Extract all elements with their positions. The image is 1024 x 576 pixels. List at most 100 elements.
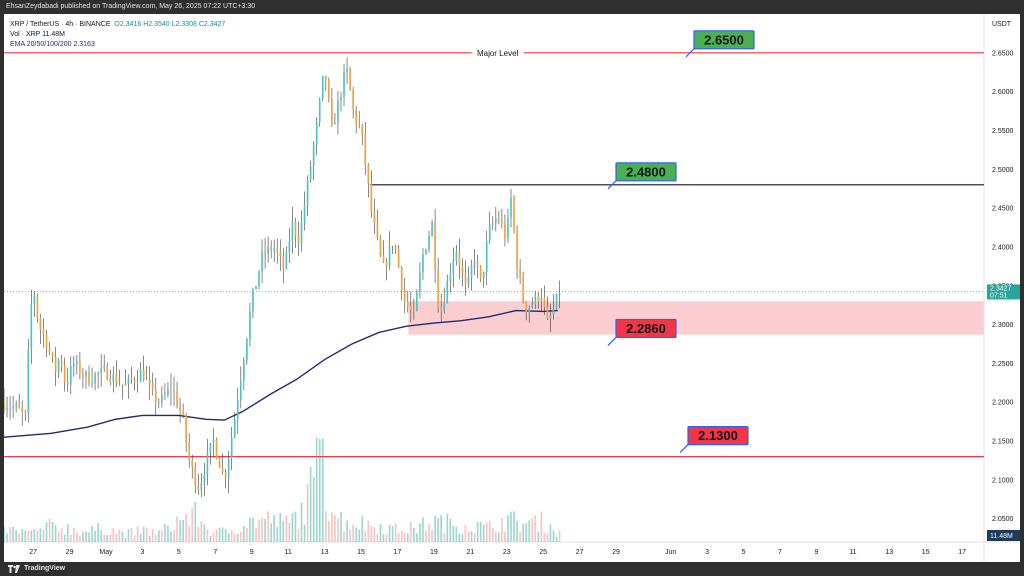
candle[interactable] bbox=[267, 246, 269, 254]
candle[interactable] bbox=[57, 360, 60, 372]
candle[interactable] bbox=[76, 361, 78, 364]
ema-200-line[interactable] bbox=[4, 309, 558, 438]
candle[interactable] bbox=[406, 301, 409, 307]
candle[interactable] bbox=[400, 267, 403, 291]
candle[interactable] bbox=[188, 441, 191, 461]
candle[interactable] bbox=[449, 274, 452, 282]
candle[interactable] bbox=[425, 249, 427, 255]
candle[interactable] bbox=[306, 179, 309, 206]
candle[interactable] bbox=[279, 252, 282, 256]
candle[interactable] bbox=[212, 439, 215, 444]
candle[interactable] bbox=[21, 407, 24, 412]
candle[interactable] bbox=[440, 307, 443, 311]
candle[interactable] bbox=[546, 307, 549, 319]
candle[interactable] bbox=[516, 230, 518, 270]
candle[interactable] bbox=[361, 124, 364, 135]
candle[interactable] bbox=[437, 269, 439, 308]
candle[interactable] bbox=[461, 265, 464, 273]
candle[interactable] bbox=[419, 272, 421, 292]
candle[interactable] bbox=[30, 304, 33, 350]
candle[interactable] bbox=[130, 377, 133, 380]
candle[interactable] bbox=[312, 144, 315, 167]
candle[interactable] bbox=[443, 302, 446, 311]
candle[interactable] bbox=[391, 246, 394, 247]
support-zone[interactable] bbox=[408, 301, 985, 335]
candle[interactable] bbox=[282, 255, 285, 269]
candle[interactable] bbox=[540, 297, 543, 303]
candle[interactable] bbox=[494, 218, 497, 224]
candle[interactable] bbox=[482, 271, 485, 279]
candle[interactable] bbox=[467, 277, 470, 284]
candle[interactable] bbox=[288, 241, 291, 252]
candle[interactable] bbox=[239, 380, 242, 401]
candle[interactable] bbox=[112, 374, 115, 382]
candle[interactable] bbox=[531, 304, 534, 308]
candle[interactable] bbox=[246, 339, 248, 361]
candle[interactable] bbox=[63, 365, 66, 383]
legend-symbol[interactable]: XRP / TetherUS · 4h · BINANCE O2.3416 H2… bbox=[10, 21, 226, 28]
candle[interactable] bbox=[115, 374, 118, 384]
candle[interactable] bbox=[452, 260, 455, 275]
candle[interactable] bbox=[127, 377, 130, 384]
candle[interactable] bbox=[197, 484, 200, 491]
candle[interactable] bbox=[85, 371, 87, 377]
candle[interactable] bbox=[173, 390, 175, 392]
candle[interactable] bbox=[161, 395, 163, 403]
candle[interactable] bbox=[243, 360, 245, 381]
candle[interactable] bbox=[543, 297, 546, 308]
candle[interactable] bbox=[185, 415, 187, 442]
candle[interactable] bbox=[139, 369, 142, 382]
candle[interactable] bbox=[48, 348, 51, 353]
candle[interactable] bbox=[552, 309, 555, 316]
candle[interactable] bbox=[54, 357, 57, 372]
candle[interactable] bbox=[485, 240, 488, 272]
candle[interactable] bbox=[488, 224, 491, 241]
candle[interactable] bbox=[191, 460, 194, 467]
candle[interactable] bbox=[36, 296, 39, 319]
candle[interactable] bbox=[18, 404, 21, 408]
currency-label[interactable]: USDT bbox=[992, 21, 1012, 28]
candle[interactable] bbox=[431, 221, 433, 237]
candle[interactable] bbox=[276, 248, 279, 253]
candle[interactable] bbox=[109, 379, 112, 382]
candle[interactable] bbox=[255, 285, 257, 290]
candle[interactable] bbox=[337, 100, 339, 123]
candle[interactable] bbox=[69, 366, 72, 385]
candle[interactable] bbox=[60, 360, 63, 366]
candle[interactable] bbox=[507, 217, 509, 238]
level-callout[interactable] bbox=[693, 30, 755, 50]
candle[interactable] bbox=[106, 366, 109, 380]
level-callout[interactable] bbox=[615, 162, 677, 182]
candle[interactable] bbox=[297, 235, 300, 244]
candle[interactable] bbox=[321, 76, 324, 100]
candle[interactable] bbox=[413, 310, 415, 311]
candle[interactable] bbox=[194, 466, 197, 485]
tradingview-brand[interactable]: TradingView bbox=[24, 565, 66, 572]
candle[interactable] bbox=[170, 388, 172, 391]
candle[interactable] bbox=[470, 264, 473, 278]
candle[interactable] bbox=[315, 122, 318, 145]
candle[interactable] bbox=[176, 391, 178, 407]
candle[interactable] bbox=[42, 329, 45, 335]
candle[interactable] bbox=[549, 315, 552, 319]
candle[interactable] bbox=[397, 248, 400, 268]
candle[interactable] bbox=[209, 443, 212, 453]
candle[interactable] bbox=[182, 410, 184, 416]
candle[interactable] bbox=[343, 72, 345, 97]
candle[interactable] bbox=[82, 374, 84, 377]
candle[interactable] bbox=[458, 252, 461, 266]
candle[interactable] bbox=[264, 251, 266, 254]
candle[interactable] bbox=[479, 265, 482, 279]
candle[interactable] bbox=[379, 237, 382, 256]
candle[interactable] bbox=[91, 383, 93, 385]
candle[interactable] bbox=[373, 211, 376, 223]
candle[interactable] bbox=[318, 99, 321, 123]
candle[interactable] bbox=[79, 361, 81, 375]
candle[interactable] bbox=[291, 221, 294, 242]
candle[interactable] bbox=[51, 352, 54, 358]
chart-canvas[interactable]: Major Level 2.6500 2.4800 2.2860 2.1300 USD… bbox=[4, 14, 1020, 562]
candle[interactable] bbox=[528, 307, 531, 313]
candle[interactable] bbox=[12, 406, 14, 408]
candle[interactable] bbox=[498, 218, 500, 221]
candle[interactable] bbox=[227, 458, 230, 478]
